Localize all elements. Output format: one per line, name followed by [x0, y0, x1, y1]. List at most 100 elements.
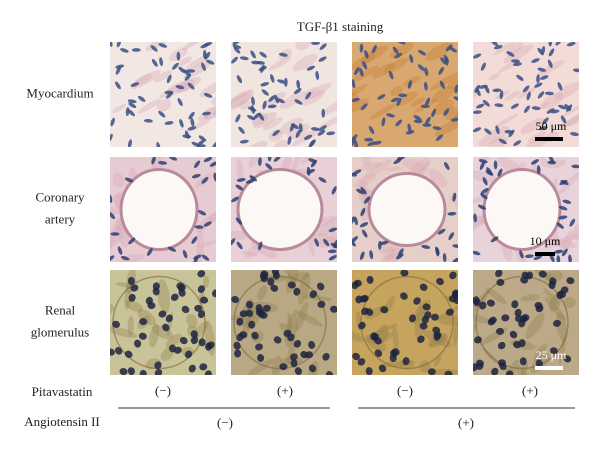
nucleus: [127, 367, 135, 375]
texture: [110, 326, 138, 338]
nucleus: [143, 119, 153, 123]
nucleus: [110, 255, 115, 262]
nucleus: [359, 67, 364, 77]
texture: [137, 309, 156, 326]
nucleus: [443, 108, 450, 117]
nucleus: [558, 290, 566, 298]
nucleus: [201, 111, 211, 116]
nucleus: [352, 352, 360, 361]
nucleus: [482, 177, 488, 186]
nucleus: [278, 52, 288, 57]
nucleus: [236, 241, 243, 250]
nucleus: [151, 58, 158, 67]
nucleus: [158, 310, 167, 318]
nucleus: [116, 42, 122, 48]
micrograph: [352, 157, 458, 262]
nucleus: [184, 350, 193, 359]
treatment-value: (−): [155, 383, 171, 398]
nucleus: [354, 67, 360, 76]
nucleus: [179, 119, 184, 128]
texture: [410, 96, 426, 107]
texture: [150, 157, 163, 173]
nucleus: [537, 67, 547, 72]
nucleus: [124, 177, 134, 183]
nucleus: [563, 355, 572, 363]
nucleus: [444, 56, 449, 66]
nucleus: [206, 59, 215, 65]
nucleus: [537, 91, 545, 99]
nucleus: [164, 121, 174, 125]
nucleus: [388, 70, 394, 80]
nucleus: [233, 46, 241, 54]
nucleus: [554, 249, 564, 254]
row-label: Renal glomerulus: [31, 302, 90, 339]
nucleus: [550, 347, 558, 355]
nucleus: [508, 129, 515, 138]
nucleus: [473, 127, 482, 133]
texture: [317, 214, 337, 237]
texture: [154, 70, 172, 83]
nucleus: [390, 349, 398, 358]
texture: [431, 86, 455, 103]
nucleus: [236, 75, 243, 84]
nucleus: [478, 84, 488, 89]
texture: [244, 140, 268, 147]
nucleus: [473, 363, 478, 372]
tissue: [110, 42, 216, 147]
texture: [275, 139, 288, 147]
nucleus: [533, 255, 543, 261]
nucleus: [231, 56, 238, 64]
nucleus: [239, 56, 249, 61]
nucleus: [110, 348, 115, 356]
nucleus: [172, 62, 179, 70]
lumen: [119, 168, 199, 251]
nucleus: [353, 169, 362, 175]
nucleus: [168, 344, 177, 353]
texture: [304, 86, 317, 96]
texture: [447, 75, 458, 90]
nucleus: [114, 347, 123, 355]
nucleus: [451, 290, 458, 299]
texture: [516, 364, 531, 375]
nucleus: [359, 295, 368, 303]
nucleus: [260, 274, 269, 283]
micrograph: [110, 42, 216, 147]
micrograph: [110, 157, 216, 262]
nucleus: [480, 188, 489, 194]
texture: [384, 57, 409, 74]
nucleus: [127, 109, 135, 117]
nucleus: [491, 367, 499, 375]
nucleus: [110, 42, 113, 48]
nucleus: [424, 311, 432, 320]
nucleus: [518, 339, 526, 348]
nucleus: [380, 306, 389, 314]
nucleus: [253, 112, 261, 120]
nucleus: [284, 77, 288, 87]
texture: [286, 339, 296, 367]
nucleus: [258, 157, 262, 167]
nucleus: [158, 43, 168, 48]
nucleus: [319, 43, 327, 50]
nucleus: [115, 81, 121, 90]
nucleus: [546, 108, 555, 114]
texture: [371, 62, 396, 79]
nucleus: [558, 104, 567, 110]
nucleus: [177, 97, 183, 107]
nucleus: [548, 281, 556, 290]
texture: [152, 325, 173, 340]
nucleus: [352, 138, 356, 147]
nucleus: [303, 134, 313, 140]
glomerulus: [475, 275, 569, 370]
nucleus: [433, 332, 441, 341]
nucleus: [293, 340, 302, 348]
nucleus: [352, 97, 360, 102]
nucleus: [154, 361, 162, 370]
texture: [558, 336, 566, 365]
texture: [433, 354, 442, 367]
texture: [110, 206, 118, 215]
nucleus: [306, 65, 316, 71]
nucleus: [402, 357, 410, 366]
nucleus: [493, 45, 503, 50]
nucleus: [421, 244, 431, 249]
nucleus: [305, 351, 314, 359]
